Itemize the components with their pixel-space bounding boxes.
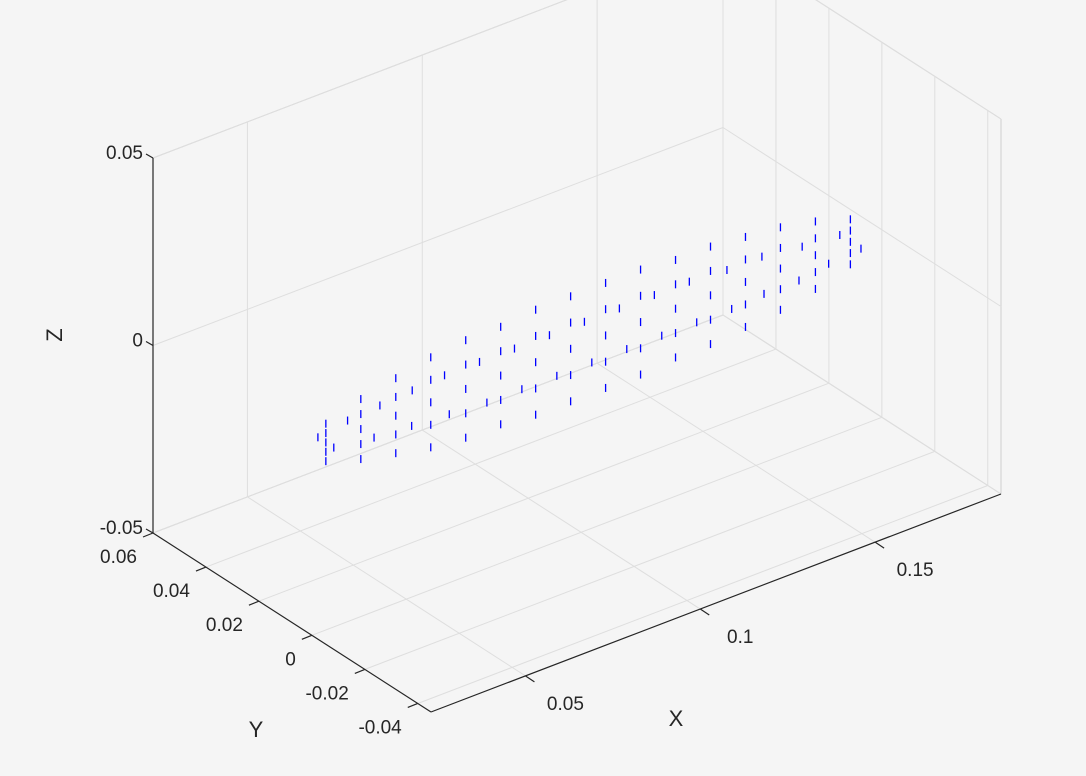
y-tick-label: 0 xyxy=(285,649,296,670)
grid-line xyxy=(311,416,883,636)
x-tick xyxy=(525,675,535,683)
y-tick-label: -0.02 xyxy=(305,683,348,704)
grid-line xyxy=(421,429,701,610)
x-tick xyxy=(699,608,710,616)
z-axis-label: Z xyxy=(42,328,67,341)
z-tick-label: 0 xyxy=(132,331,143,352)
grid-line xyxy=(152,0,568,159)
grid-line xyxy=(722,314,1002,495)
y-tick xyxy=(407,702,418,709)
grid-line xyxy=(815,0,1002,120)
z-tick xyxy=(145,340,154,347)
y-tick xyxy=(354,668,366,674)
y-tick xyxy=(301,634,313,640)
grid-line xyxy=(722,127,1002,307)
y-tick-label: 0.02 xyxy=(206,615,243,636)
x-axis-label: X xyxy=(669,706,684,731)
grid-line xyxy=(247,496,526,677)
grid-line xyxy=(152,127,724,346)
grid-line xyxy=(417,485,988,704)
grid-line xyxy=(258,382,830,602)
z-tick-label: -0.05 xyxy=(100,518,143,539)
z-tick-label: 0.05 xyxy=(106,143,143,164)
y-tick xyxy=(248,600,260,606)
y-tick-label: 0.06 xyxy=(100,547,137,568)
grid-line xyxy=(152,314,724,534)
grid-line xyxy=(364,450,935,670)
y-tick xyxy=(195,566,207,572)
y-tick-label: 0.04 xyxy=(153,581,190,602)
x-tick xyxy=(874,541,885,549)
x-tick-label: 0.05 xyxy=(547,694,584,715)
x-tick-label: 0.1 xyxy=(727,627,753,648)
grid-line xyxy=(596,362,876,543)
z-tick xyxy=(145,153,154,159)
grid-line xyxy=(205,348,777,568)
y-tick xyxy=(142,532,154,538)
z-tick xyxy=(145,528,154,534)
y-axis xyxy=(152,532,432,713)
y-axis-label: Y xyxy=(249,717,264,742)
x-tick-label: 0.15 xyxy=(897,560,934,581)
y-tick-label: -0.04 xyxy=(358,717,402,738)
